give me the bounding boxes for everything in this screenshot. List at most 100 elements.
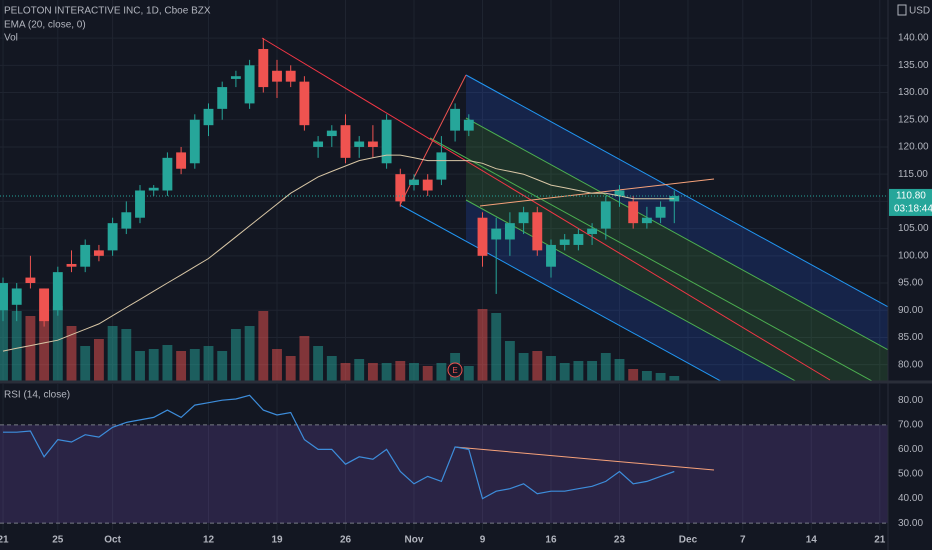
- candles: [0, 38, 888, 352]
- earnings-label: E: [452, 366, 457, 375]
- candle-body: [436, 152, 447, 180]
- volume-bar: [477, 309, 488, 381]
- volume-bar: [299, 336, 310, 381]
- rsi-tick-label: 80.00: [898, 395, 923, 406]
- x-tick-label: Oct: [104, 535, 121, 546]
- volume-bar: [491, 313, 502, 381]
- rsi-line: [3, 394, 675, 500]
- y-tick-label: 115.00: [898, 169, 928, 180]
- candle-body: [409, 179, 419, 186]
- volume-bar: [93, 339, 104, 381]
- earnings-marker[interactable]: [447, 362, 463, 378]
- lock-icon[interactable]: [897, 4, 907, 16]
- volume-bar: [176, 351, 187, 381]
- x-tick-label: 19: [271, 535, 283, 546]
- candle-body: [135, 190, 145, 218]
- candle-body: [162, 157, 173, 191]
- x-tick-label: Nov: [405, 535, 424, 546]
- ema-line: [2, 154, 675, 352]
- candle-body: [80, 244, 91, 267]
- candle-body: [66, 263, 77, 267]
- candle-body: [491, 228, 502, 240]
- x-tick-label: 23: [614, 535, 626, 546]
- volume-bar: [381, 363, 392, 381]
- volume-bar: [422, 366, 433, 381]
- y-tick-label: 135.00: [898, 60, 929, 71]
- candle-body: [518, 212, 529, 224]
- candle-body: [326, 130, 337, 137]
- volume-bar: [313, 346, 324, 381]
- volume-bar: [559, 363, 570, 381]
- x-tick-label: 7: [740, 535, 746, 546]
- candle-body: [217, 87, 228, 109]
- y-tick-label: 95.00: [898, 278, 923, 289]
- y-tick-label: 100.00: [898, 250, 929, 261]
- volume-bar: [655, 373, 666, 381]
- x-tick-label: 25: [52, 535, 64, 546]
- y-tick-label: 85.00: [898, 332, 923, 343]
- candle-body: [641, 217, 652, 224]
- rsi-tick-label: 60.00: [898, 444, 923, 455]
- volume-bar: [573, 361, 584, 381]
- candle-body: [0, 283, 8, 311]
- volume-bar: [135, 351, 145, 381]
- candle-body: [559, 239, 570, 245]
- indicator-label: Vol: [4, 33, 18, 44]
- candle-body: [313, 141, 324, 147]
- volume-bar: [600, 353, 611, 381]
- volume-bar: [367, 363, 378, 381]
- volume-bar: [258, 311, 269, 381]
- countdown-label: 03:18:44: [894, 204, 932, 215]
- volume-bar: [230, 329, 241, 381]
- candle-body: [25, 277, 36, 284]
- volume-bar: [518, 353, 529, 381]
- candle-body: [189, 119, 200, 164]
- volume-bar: [340, 363, 351, 381]
- volume-bar: [11, 311, 22, 381]
- x-tick-label: 26: [340, 535, 352, 546]
- candle-body: [272, 70, 282, 82]
- volume-bar: [285, 356, 296, 381]
- candle-body: [121, 212, 132, 229]
- volume-bar: [52, 306, 63, 381]
- volume-bar: [203, 346, 214, 381]
- x-tick-label: 21: [874, 535, 886, 546]
- volume-bar: [244, 326, 255, 381]
- candle-body: [422, 179, 433, 191]
- candle-body: [203, 108, 214, 126]
- candle-body: [532, 212, 543, 251]
- rsi-label: RSI (14, close): [4, 390, 70, 401]
- last-price-label: 110.80: [896, 191, 926, 202]
- candle-body: [395, 174, 406, 202]
- volume-bar: [641, 371, 652, 381]
- candle-body: [107, 223, 118, 251]
- candle-body: [463, 119, 474, 131]
- volume-bar: [148, 349, 159, 381]
- volume-bar: [66, 326, 77, 381]
- candle-body: [340, 125, 351, 158]
- x-tick-label: 16: [545, 535, 557, 546]
- rsi-tick-label: 50.00: [898, 469, 923, 480]
- volume-bar: [546, 356, 556, 381]
- volume-bar: [162, 345, 173, 381]
- volume-bar: [189, 349, 200, 381]
- volume-bar: [463, 366, 474, 381]
- x-tick-label: Dec: [679, 535, 698, 546]
- candle-body: [52, 272, 63, 311]
- grid: [0, 0, 888, 530]
- y-tick-label: 120.00: [898, 142, 929, 153]
- y-tick-label: 125.00: [898, 114, 929, 125]
- y-tick-label: 105.00: [898, 223, 929, 234]
- currency: USD: [909, 6, 930, 17]
- candle-body: [258, 48, 269, 88]
- x-tick-label: 12: [203, 535, 215, 546]
- candle-body: [450, 108, 461, 131]
- y-tick-label: 90.00: [898, 305, 923, 316]
- candle-body: [614, 190, 625, 196]
- volume-bar: [217, 351, 228, 381]
- volume-bar: [409, 363, 419, 381]
- volume-bar: [39, 289, 50, 381]
- volume-bar: [628, 369, 639, 381]
- candle-body: [176, 152, 187, 169]
